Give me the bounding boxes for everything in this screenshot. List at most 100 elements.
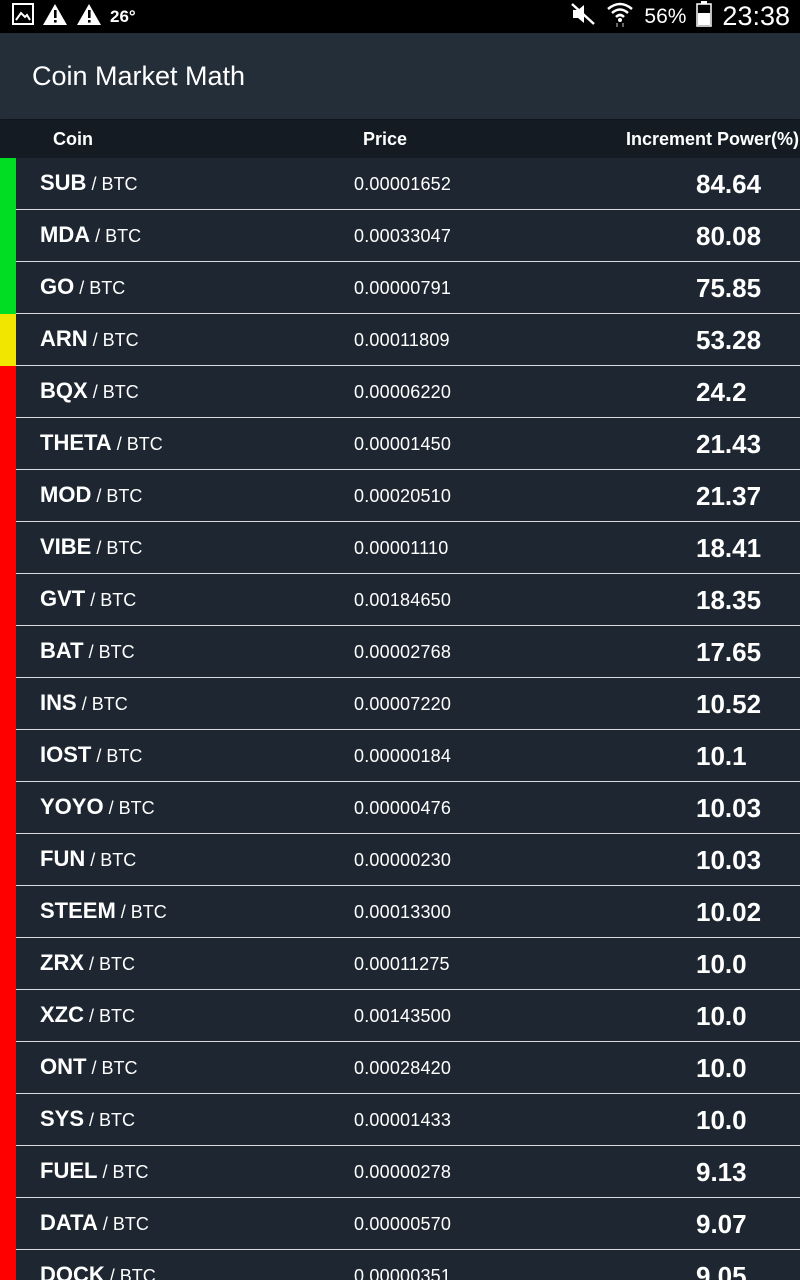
coin-price: 0.00006220 <box>354 382 452 402</box>
coin-pair: BAT / BTC <box>40 638 135 664</box>
coin-row[interactable]: ONT / BTC 0.00028420 10.0 <box>0 1042 800 1094</box>
coin-row[interactable]: SUB / BTC 0.00001652 84.64 <box>0 158 800 210</box>
coin-price: 0.00001652 <box>354 174 452 194</box>
coin-price: 0.00001433 <box>354 1110 452 1130</box>
coin-symbol: FUN <box>40 846 86 871</box>
coin-price: 0.00011809 <box>354 330 450 350</box>
coin-price: 0.00000351 <box>354 1266 452 1280</box>
level-indicator <box>0 626 16 678</box>
level-indicator <box>0 210 16 262</box>
level-indicator <box>0 1146 16 1198</box>
coin-quote: / BTC <box>86 1058 138 1078</box>
level-indicator <box>0 1250 16 1280</box>
coin-row[interactable]: ZRX / BTC 0.00011275 10.0 <box>0 938 800 990</box>
coin-pair: ARN / BTC <box>40 326 139 352</box>
level-indicator <box>0 314 16 366</box>
coin-row[interactable]: YOYO / BTC 0.00000476 10.03 <box>0 782 800 834</box>
coin-row[interactable]: GVT / BTC 0.00184650 18.35 <box>0 574 800 626</box>
level-indicator <box>0 418 16 470</box>
level-indicator <box>0 1042 16 1094</box>
level-indicator <box>0 522 16 574</box>
coin-symbol: ONT <box>40 1054 87 1079</box>
increment-power: 10.0 <box>696 1105 747 1135</box>
coin-pair: STEEM / BTC <box>40 898 167 924</box>
coin-symbol: DOCK <box>40 1262 105 1280</box>
coin-row[interactable]: MOD / BTC 0.00020510 21.37 <box>0 470 800 522</box>
coin-pair: ZRX / BTC <box>40 950 135 976</box>
coin-symbol: FUEL <box>40 1158 98 1183</box>
increment-power: 9.13 <box>696 1157 747 1187</box>
coin-row[interactable]: FUN / BTC 0.00000230 10.03 <box>0 834 800 886</box>
temperature-text: 26° <box>110 6 136 26</box>
coin-pair: SUB / BTC <box>40 170 137 196</box>
coin-pair: GVT / BTC <box>40 586 136 612</box>
increment-power: 24.2 <box>696 377 747 407</box>
level-indicator <box>0 730 16 782</box>
coin-quote: / BTC <box>74 278 126 298</box>
coin-row[interactable]: DOCK / BTC 0.00000351 9.05 <box>0 1250 800 1280</box>
coin-quote: / BTC <box>91 538 143 558</box>
level-indicator <box>0 262 16 314</box>
coin-row[interactable]: ARN / BTC 0.00011809 53.28 <box>0 314 800 366</box>
level-indicator <box>0 366 16 418</box>
increment-power: 75.85 <box>696 273 762 303</box>
coin-pair: THETA / BTC <box>40 430 163 456</box>
coin-symbol: IOST <box>40 742 92 767</box>
coin-symbol: STEEM <box>40 898 116 923</box>
increment-power: 10.0 <box>696 1053 747 1083</box>
coin-price: 0.00000184 <box>354 746 452 766</box>
coin-quote: / BTC <box>84 1006 136 1026</box>
coin-row[interactable]: BAT / BTC 0.00002768 17.65 <box>0 626 800 678</box>
coin-quote: / BTC <box>87 382 139 402</box>
coin-price: 0.00013300 <box>354 902 452 922</box>
coin-row[interactable]: THETA / BTC 0.00001450 21.43 <box>0 418 800 470</box>
coin-price: 0.00020510 <box>354 486 452 506</box>
coin-price: 0.00028420 <box>354 1058 452 1078</box>
level-indicator <box>0 158 16 210</box>
coin-price: 0.00184650 <box>354 590 452 610</box>
level-indicator <box>0 1094 16 1146</box>
increment-power: 10.0 <box>696 1001 747 1031</box>
coin-symbol: MDA <box>40 222 91 247</box>
coin-price: 0.00000570 <box>354 1214 452 1234</box>
coin-list[interactable]: SUB / BTC 0.00001652 84.64 MDA / BTC 0.00033… <box>0 158 800 1280</box>
increment-power: 18.35 <box>696 585 762 615</box>
coin-symbol: XZC <box>40 1002 84 1027</box>
coin-symbol: MOD <box>40 482 92 507</box>
level-indicator <box>0 990 16 1042</box>
coin-quote: / BTC <box>90 226 142 246</box>
coin-row[interactable]: BQX / BTC 0.00006220 24.2 <box>0 366 800 418</box>
coin-symbol: BAT <box>40 638 84 663</box>
coin-row[interactable]: FUEL / BTC 0.00000278 9.13 <box>0 1146 800 1198</box>
coin-price: 0.00000230 <box>354 850 452 870</box>
level-indicator <box>0 470 16 522</box>
coin-price: 0.00007220 <box>354 694 452 714</box>
coin-row[interactable]: XZC / BTC 0.00143500 10.0 <box>0 990 800 1042</box>
increment-power: 10.0 <box>696 949 747 979</box>
increment-power: 17.65 <box>696 637 762 667</box>
coin-quote: / BTC <box>87 330 139 350</box>
coin-quote: / BTC <box>104 1266 156 1280</box>
coin-row[interactable]: GO / BTC 0.00000791 75.85 <box>0 262 800 314</box>
coin-row[interactable]: DATA / BTC 0.00000570 9.07 <box>0 1198 800 1250</box>
coin-quote: / BTC <box>91 746 143 766</box>
warning-icon <box>42 3 68 31</box>
increment-power: 21.37 <box>696 481 762 511</box>
gallery-icon <box>12 3 34 30</box>
clock: 23:38 <box>722 1 790 31</box>
coin-row[interactable]: MDA / BTC 0.00033047 80.08 <box>0 210 800 262</box>
column-increment-power: Increment Power(%) <box>625 129 799 149</box>
coin-row[interactable]: INS / BTC 0.00007220 10.52 <box>0 678 800 730</box>
level-indicator <box>0 886 16 938</box>
coin-row[interactable]: IOST / BTC 0.00000184 10.1 <box>0 730 800 782</box>
coin-row[interactable]: STEEM / BTC 0.00013300 10.02 <box>0 886 800 938</box>
coin-row[interactable]: VIBE / BTC 0.00001110 18.41 <box>0 522 800 574</box>
coin-pair: MOD / BTC <box>40 482 142 508</box>
increment-power: 18.41 <box>696 533 762 563</box>
coin-price: 0.00143500 <box>354 1006 452 1026</box>
coin-price: 0.00001110 <box>354 538 449 558</box>
coin-symbol: DATA <box>40 1210 98 1235</box>
battery-icon <box>696 1 713 32</box>
coin-row[interactable]: SYS / BTC 0.00001433 10.0 <box>0 1094 800 1146</box>
increment-power: 10.03 <box>696 845 762 875</box>
